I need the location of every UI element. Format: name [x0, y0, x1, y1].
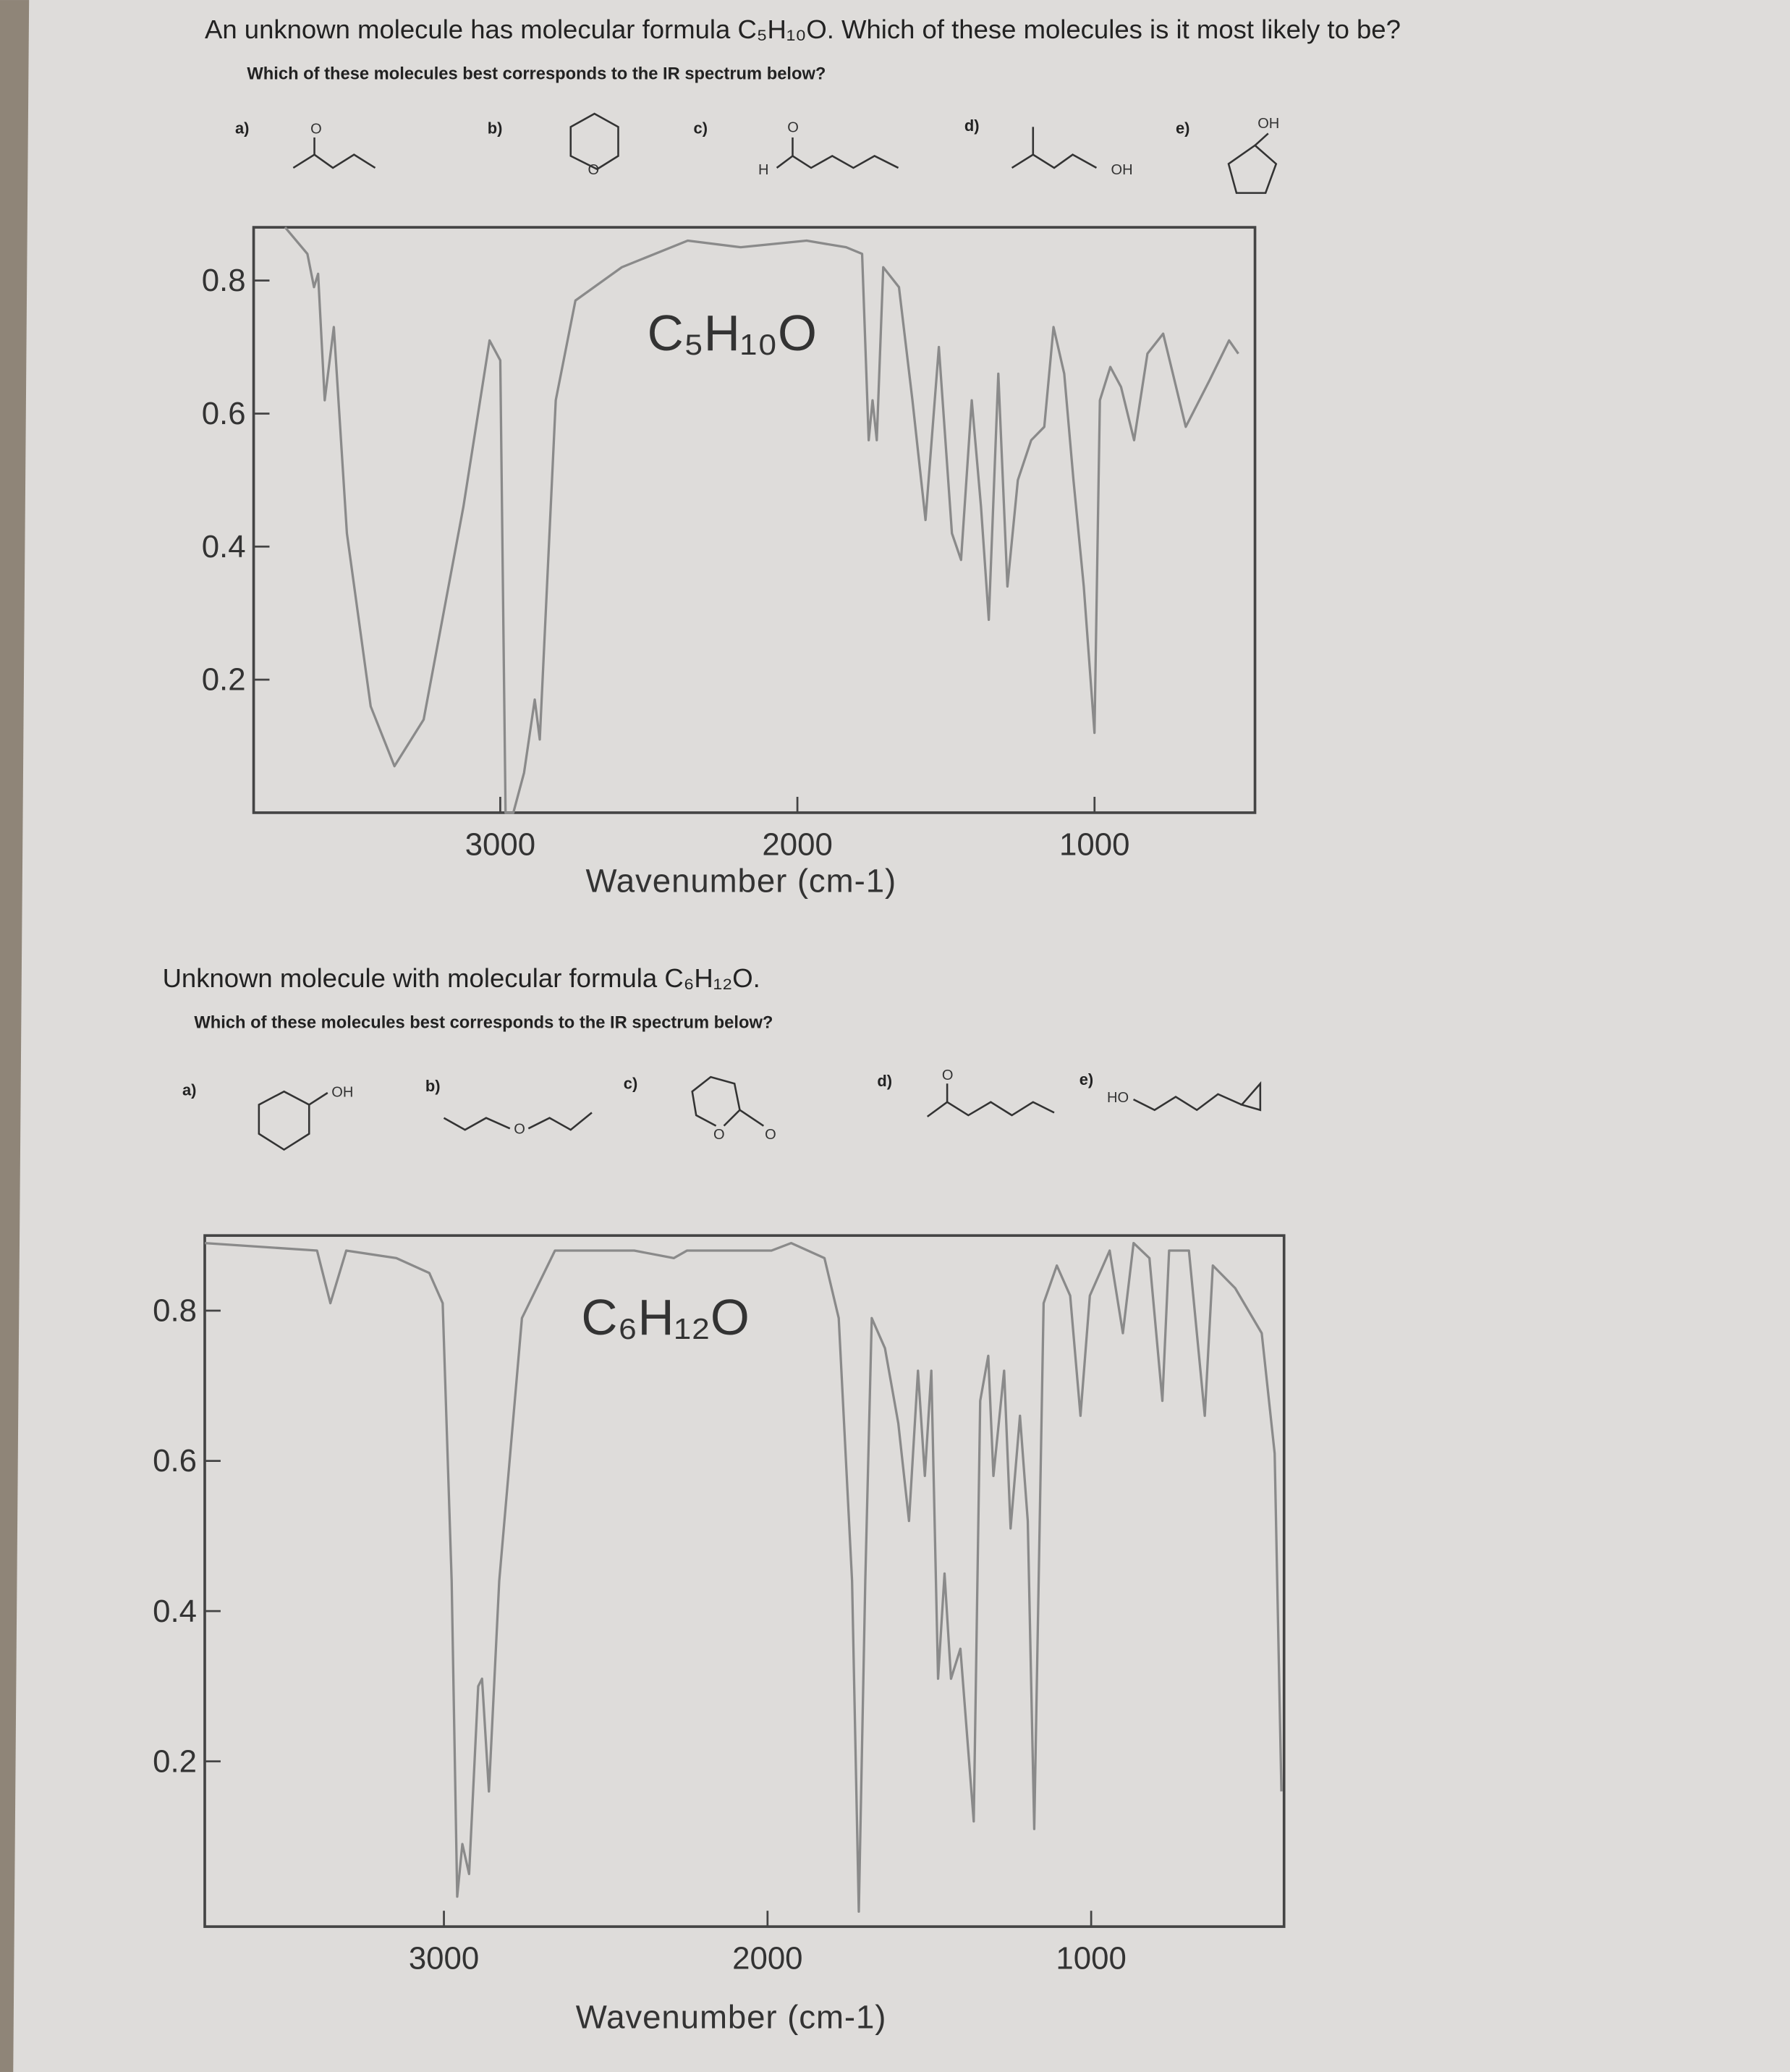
plot-frame: [203, 1234, 1286, 1928]
y-tick-label: 0.6: [153, 1443, 197, 1479]
x-tick-label: 3000: [465, 826, 535, 862]
x-axis-label: Wavenumber (cm-1): [585, 862, 896, 899]
atom-label: OH: [1257, 116, 1279, 132]
option-label: c): [624, 1075, 637, 1093]
bond: [292, 153, 376, 169]
y-tick-label: 0.4: [153, 1594, 197, 1629]
y-tick-label: 0.4: [202, 529, 246, 564]
question-title: An unknown molecule has molecular formul…: [205, 14, 1401, 44]
atom-label: O: [765, 1127, 776, 1143]
ir-chart: 0.2 0.4 0.6 0.8 3000 2000 1000 Wavenumber (cm-1…: [153, 1234, 1286, 2036]
paper: [13, 0, 1790, 2072]
y-tick-label: 0.8: [202, 263, 246, 298]
ir-chart: 0.2 0.4 0.6 0.8 3000 2000 1000 Wavenumber (cm-1…: [202, 226, 1257, 899]
bond: [443, 1117, 511, 1131]
atom-label: O: [787, 120, 799, 136]
x-tick-label: 2000: [762, 826, 832, 862]
y-tick-label: 0.2: [153, 1743, 197, 1779]
atom-label: O: [713, 1127, 725, 1143]
x-tick-label: 1000: [1059, 826, 1129, 862]
x-axis-label: Wavenumber (cm-1): [576, 1999, 887, 2036]
molecule-drawings: [258, 1075, 1262, 1151]
option-label: b): [425, 1077, 441, 1095]
bond: [527, 1112, 593, 1131]
bond: [1254, 132, 1269, 146]
spectrum-line: [204, 1241, 1283, 1913]
x-tick-label: 2000: [732, 1941, 802, 1976]
molecule-drawings: [292, 112, 1278, 194]
option-label: b): [488, 119, 503, 137]
y-tick-label: 0.2: [202, 662, 246, 698]
bond: [1132, 1093, 1242, 1112]
option-label: e): [1176, 119, 1189, 137]
atom-label: OH: [331, 1084, 353, 1100]
x-tick-label: 3000: [409, 1941, 479, 1976]
option-label: c): [694, 119, 708, 137]
option-label: d): [964, 117, 980, 135]
bond: [1239, 1081, 1262, 1112]
bond: [1227, 144, 1278, 194]
atom-label: O: [310, 121, 322, 137]
bond: [776, 154, 899, 169]
atom-label: OH: [1111, 162, 1133, 178]
question-prompt: Which of these molecules best correspond…: [194, 1014, 773, 1033]
bond: [569, 112, 619, 171]
y-tick-label: 0.6: [202, 396, 246, 431]
bond: [1011, 153, 1098, 169]
formula-annotation: C₅H₁₀O: [648, 305, 817, 361]
option-label: a): [235, 119, 249, 137]
option-label: a): [182, 1081, 196, 1099]
y-tick-label: 0.8: [153, 1293, 197, 1329]
option-label: d): [877, 1072, 892, 1090]
plot-frame: [252, 226, 1257, 814]
atom-label: O: [514, 1122, 525, 1138]
formula-annotation: C₆H₁₂O: [581, 1289, 749, 1345]
bond: [739, 1109, 765, 1127]
atom-label: H: [758, 162, 769, 178]
bond: [308, 1091, 328, 1106]
option-label: e): [1079, 1070, 1093, 1088]
spectrum-line: [284, 227, 1239, 814]
x-tick-label: 1000: [1056, 1941, 1126, 1976]
question-title: Unknown molecule with molecular formula …: [163, 963, 760, 993]
question-prompt: Which of these molecules best correspond…: [247, 65, 826, 84]
atom-label: HO: [1107, 1090, 1129, 1106]
atom-label: O: [942, 1067, 954, 1083]
